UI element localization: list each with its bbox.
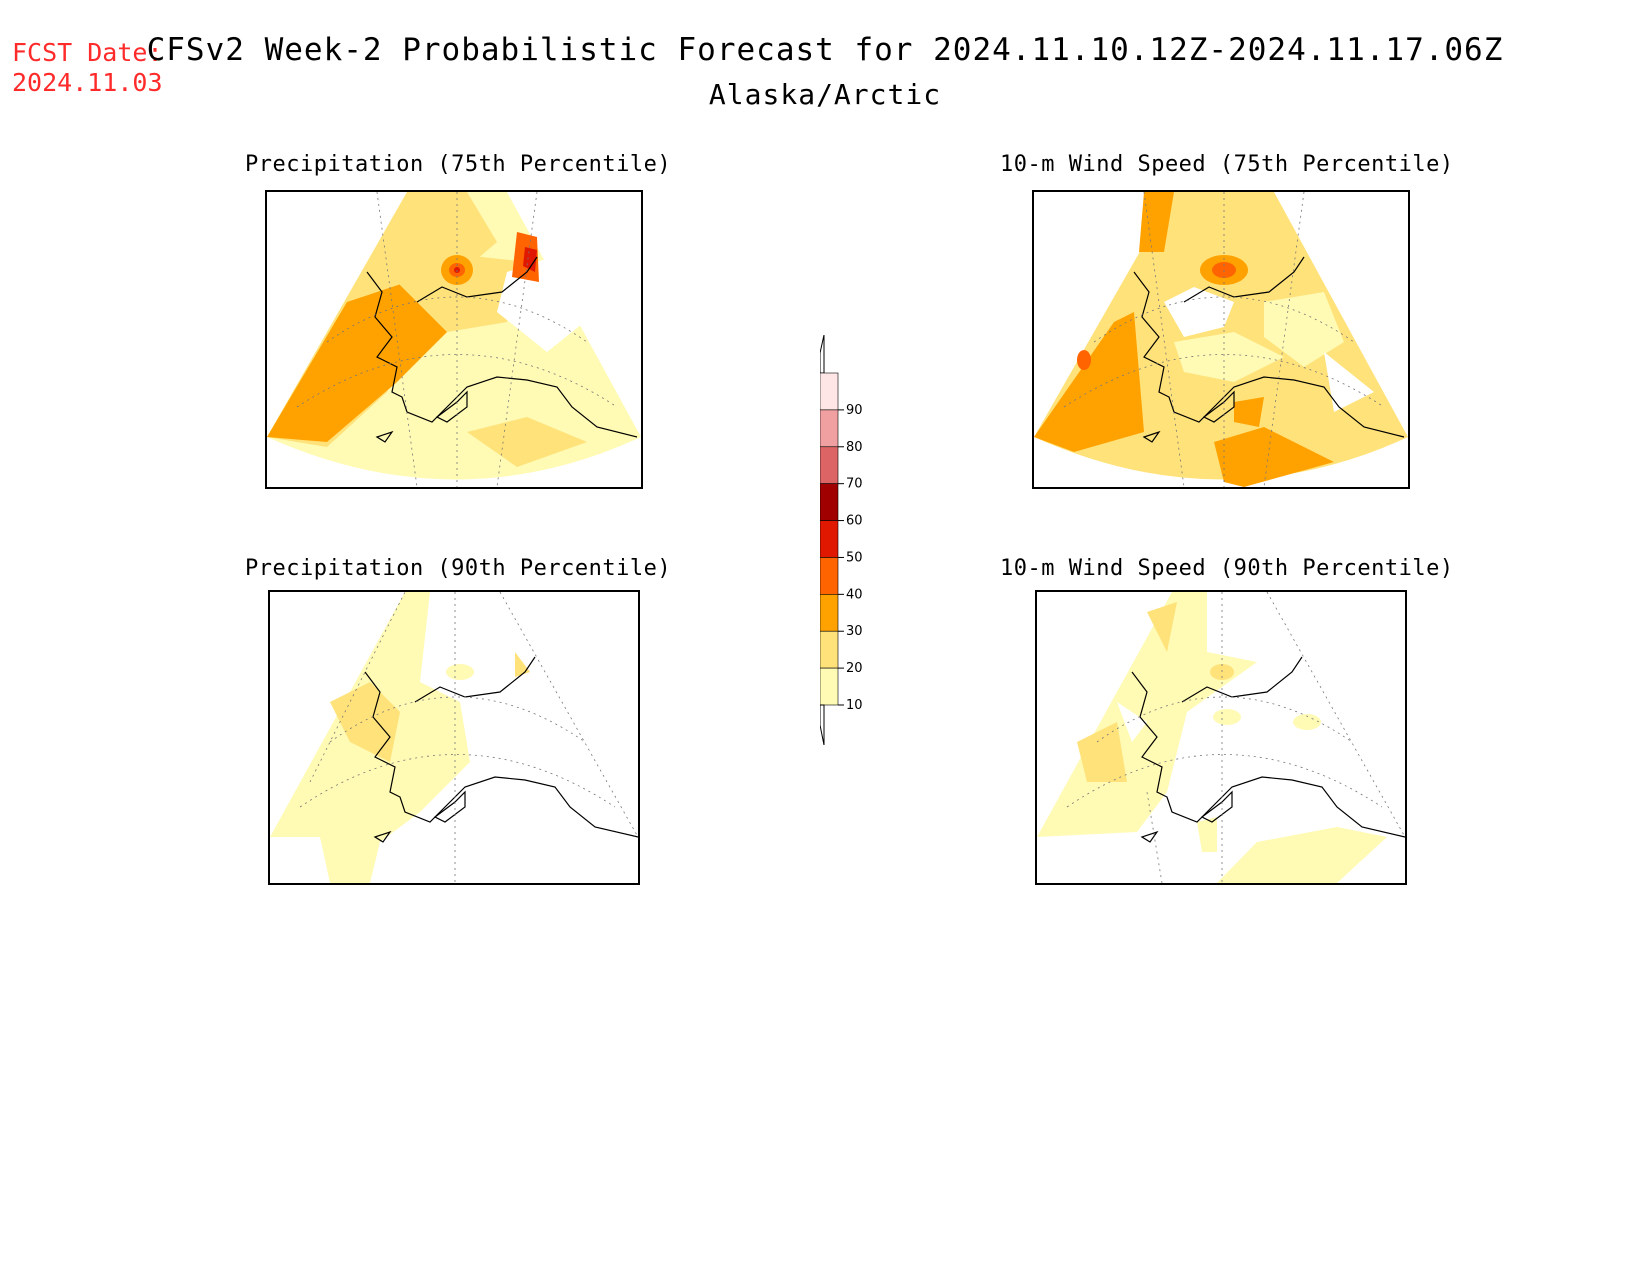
colorbar-swatch-c80 (819, 409, 839, 448)
colorbar-label: 30 (846, 624, 863, 639)
map-wind-90 (1035, 590, 1407, 885)
colorbar-label: 60 (846, 514, 863, 529)
forecast-date: FCST Date: 2024.11.03 (12, 38, 163, 98)
colorbar-label: 20 (846, 661, 863, 676)
map-precip-90 (268, 590, 640, 885)
panel-title-wind-75: 10-m Wind Speed (75th Percentile) (1000, 152, 1454, 177)
forecast-date-value: 2024.11.03 (12, 68, 163, 97)
colorbar: 10 20 30 40 50 60 70 80 90 (819, 334, 880, 746)
map-wind-75 (1032, 190, 1410, 489)
page-subtitle: Alaska/Arctic (708, 78, 942, 111)
colorbar-swatch-c90 (819, 372, 839, 411)
colorbar-swatch-c60 (819, 483, 839, 521)
colorbar-label: 50 (846, 550, 863, 565)
colorbar-label: 40 (846, 587, 863, 602)
colorbar-swatch-c10 (819, 667, 839, 706)
colorbar-swatch-c40 (819, 557, 839, 595)
colorbar-swatch-c50 (819, 520, 839, 558)
colorbar-label: 10 (846, 698, 863, 713)
colorbar-swatch-c20 (819, 630, 839, 669)
colorbar-swatch-c70 (819, 446, 839, 484)
panel-title-wind-90: 10-m Wind Speed (90th Percentile) (1000, 556, 1454, 581)
forecast-date-label: FCST Date: (12, 38, 163, 67)
panel-title-precip-90: Precipitation (90th Percentile) (245, 556, 672, 581)
panel-title-precip-75: Precipitation (75th Percentile) (245, 152, 672, 177)
colorbar-label: 80 (846, 440, 863, 455)
page-title: CFSv2 Week-2 Probabilistic Forecast for … (146, 32, 1504, 68)
map-precip-75 (265, 190, 643, 489)
colorbar-label: 70 (846, 477, 863, 492)
colorbar-swatch-c30 (819, 594, 839, 632)
colorbar-label: 90 (846, 403, 863, 418)
